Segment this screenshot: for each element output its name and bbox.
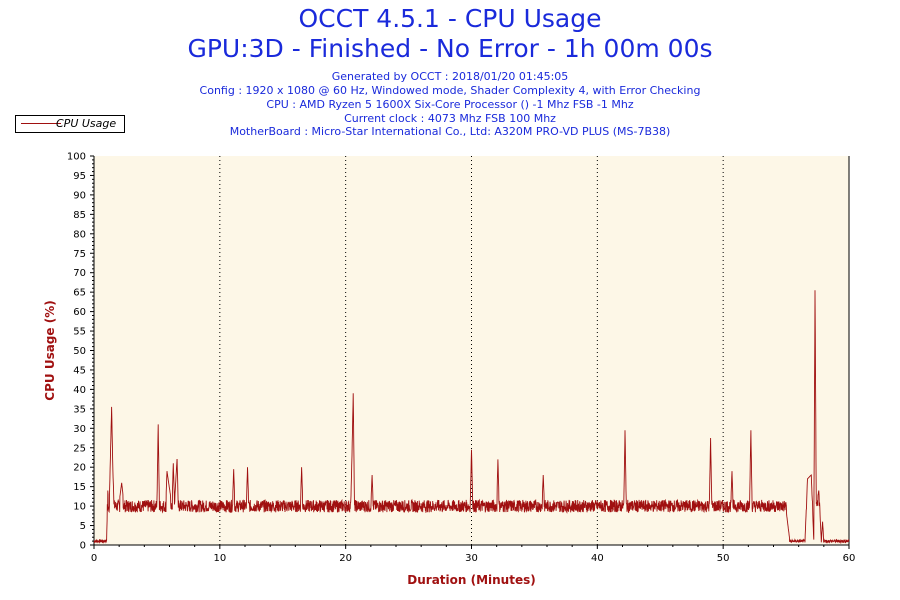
- y-tick-label: 60: [73, 307, 86, 318]
- x-tick-label: 60: [843, 553, 856, 564]
- series-line-cpu-usage: [93, 290, 850, 545]
- y-tick-label: 55: [73, 327, 86, 338]
- chart-title: OCCT 4.5.1 - CPU Usage: [298, 4, 602, 33]
- y-tick-label: 5: [80, 521, 86, 532]
- info-config: Config : 1920 x 1080 @ 60 Hz, Windowed m…: [199, 84, 701, 97]
- info-clock: Current clock : 4073 Mhz FSB 100 Mhz: [344, 112, 556, 125]
- y-axis-label: CPU Usage (%): [43, 300, 57, 400]
- y-tick-label: 85: [73, 210, 86, 221]
- y-tick-label: 70: [73, 268, 86, 279]
- y-tick-label: 15: [73, 482, 86, 493]
- y-tick-label: 0: [80, 541, 86, 552]
- x-tick-label: 10: [213, 553, 226, 564]
- legend-label: CPU Usage: [56, 117, 117, 130]
- y-tick-label: 65: [73, 288, 86, 299]
- y-tick-label: 100: [67, 152, 86, 163]
- legend-swatch: [21, 123, 61, 124]
- y-tick-label: 35: [73, 404, 86, 415]
- y-tick-label: 80: [73, 229, 86, 240]
- y-tick-label: 75: [73, 249, 86, 260]
- y-tick-label: 30: [73, 424, 86, 435]
- y-tick-label: 50: [73, 346, 86, 357]
- y-tick-label: 90: [73, 190, 86, 201]
- y-tick-label: 40: [73, 385, 86, 396]
- y-tick-label: 25: [73, 443, 86, 454]
- info-motherboard: MotherBoard : Micro-Star International C…: [229, 125, 671, 138]
- x-axis-label: Duration (Minutes): [407, 573, 535, 587]
- x-tick-label: 40: [591, 553, 604, 564]
- y-tick-label: 45: [73, 365, 86, 376]
- legend: CPU Usage: [15, 115, 125, 133]
- plot-area: [94, 156, 849, 545]
- chart-subtitle: GPU:3D - Finished - No Error - 1h 00m 00…: [187, 34, 713, 63]
- info-cpu: CPU : AMD Ryzen 5 1600X Six-Core Process…: [266, 98, 634, 111]
- x-tick-label: 30: [465, 553, 478, 564]
- x-tick-label: 50: [717, 553, 730, 564]
- x-tick-label: 20: [339, 553, 352, 564]
- y-tick-label: 95: [73, 171, 86, 182]
- x-tick-label: 0: [91, 553, 97, 564]
- info-generated: Generated by OCCT : 2018/01/20 01:45:05: [331, 70, 569, 83]
- y-tick-label: 10: [73, 502, 86, 513]
- y-tick-label: 20: [73, 463, 86, 474]
